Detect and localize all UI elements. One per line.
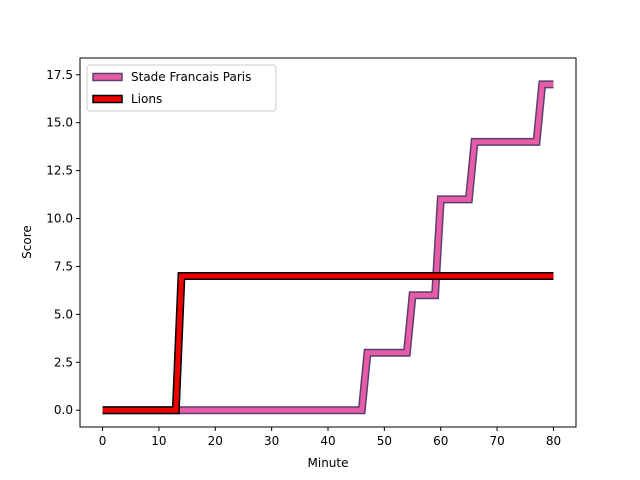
y-tick-label: 12.5 <box>46 164 73 178</box>
x-tick-label: 40 <box>320 434 335 448</box>
y-axis-label: Score <box>20 225 34 259</box>
legend-label: Lions <box>131 92 162 106</box>
y-tick-label: 5.0 <box>54 307 73 321</box>
x-tick-label: 10 <box>151 434 166 448</box>
y-tick-label: 10.0 <box>46 212 73 226</box>
y-tick-label: 0.0 <box>54 403 73 417</box>
x-tick-label: 0 <box>99 434 107 448</box>
legend-box <box>86 64 277 112</box>
y-tick-label: 15.0 <box>46 116 73 130</box>
x-tick-label: 80 <box>546 434 561 448</box>
y-axis: 0.0 2.5 5.0 7.5 10.0 12.5 15.0 17.5 <box>46 68 80 417</box>
series-layer <box>102 80 554 415</box>
series-stade-francais-paris <box>102 80 554 415</box>
y-tick-label: 17.5 <box>46 68 73 82</box>
legend-swatch <box>92 94 123 104</box>
x-tick-label: 70 <box>489 434 504 448</box>
legend-item: Lions <box>92 92 162 106</box>
x-axis-label: Minute <box>308 456 349 470</box>
series-lions <box>102 272 554 415</box>
x-tick-label: 50 <box>377 434 392 448</box>
series-line <box>102 81 554 413</box>
x-tick-label: 20 <box>208 434 223 448</box>
x-tick-label: 60 <box>433 434 448 448</box>
legend: Stade Francais Paris Lions <box>86 64 277 112</box>
y-tick-label: 2.5 <box>54 355 73 369</box>
legend-item: Stade Francais Paris <box>92 70 251 84</box>
x-axis: 0 10 20 30 40 50 60 70 80 <box>99 427 561 448</box>
legend-label: Stade Francais Paris <box>131 70 251 84</box>
series-line <box>102 273 554 413</box>
x-tick-label: 30 <box>264 434 279 448</box>
legend-swatch <box>92 72 123 82</box>
y-tick-label: 7.5 <box>54 259 73 273</box>
